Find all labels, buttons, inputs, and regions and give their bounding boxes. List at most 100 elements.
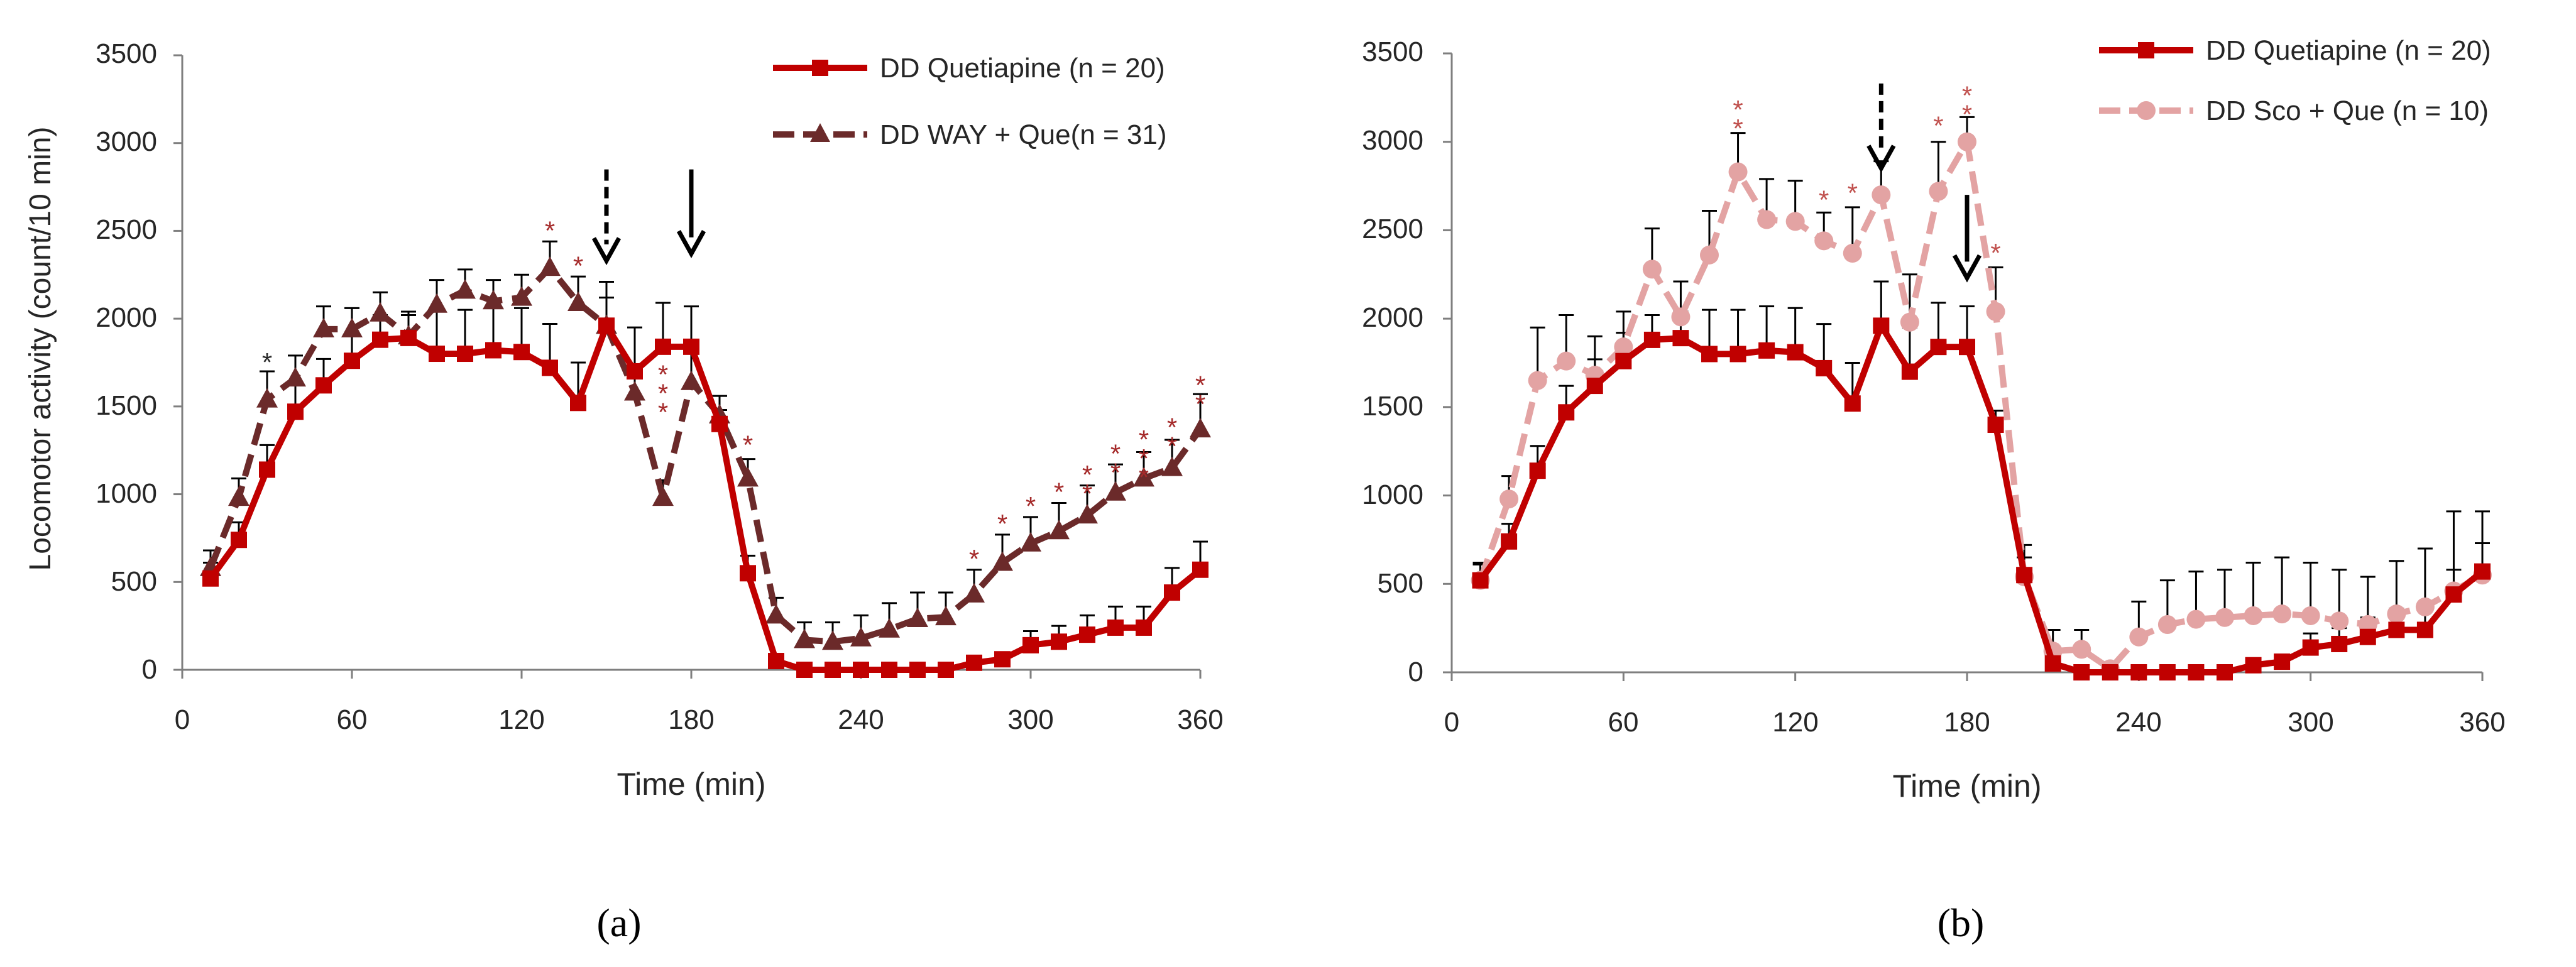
arrow-head (676, 230, 706, 258)
data-point (485, 342, 501, 359)
data-point (1758, 342, 1775, 359)
data-point (315, 377, 332, 394)
significance-stars: **** * ***** ** ** ** * ** ** * (262, 216, 1205, 574)
data-point (1930, 339, 1947, 356)
y-tick-label: 500 (111, 566, 157, 597)
x-axis-label: Time (min) (1892, 768, 2041, 804)
data-point (966, 654, 982, 671)
data-point (1700, 245, 1719, 265)
data-point (2244, 606, 2263, 625)
data-point (1558, 404, 1575, 421)
data-point (539, 256, 561, 276)
data-point (938, 662, 954, 678)
data-point (624, 381, 645, 401)
data-point (2272, 604, 2292, 624)
data-point (2157, 615, 2177, 635)
data-point (1958, 132, 1976, 151)
data-point (681, 370, 702, 390)
legend-entry: DD Quetiapine (n = 20) (773, 53, 1165, 84)
data-point (2215, 608, 2234, 627)
error-bars (203, 280, 1208, 670)
y-tick-labels: 0 500 1000 1500 2000 2500 3000 3500 (1362, 36, 1423, 687)
data-point (2186, 609, 2206, 629)
significance-star: * * (1962, 81, 1972, 129)
y-tick-label: 1000 (1362, 479, 1423, 510)
data-point (2301, 606, 2320, 625)
solid-arrow-down-icon (676, 169, 706, 258)
x-tick-label: 60 (1608, 707, 1639, 738)
x-tick-label: 180 (1944, 707, 1990, 738)
data-point (1501, 533, 1518, 550)
x-tick-label: 180 (668, 704, 714, 735)
y-tick-label: 2000 (96, 302, 157, 333)
data-point (2387, 604, 2406, 624)
data-point (1843, 244, 1862, 263)
significance-star: * * (1110, 439, 1121, 487)
x-tick-label: 300 (1007, 704, 1053, 735)
data-point (1816, 359, 1833, 376)
treatment-arrows (1866, 83, 1982, 283)
arrow-head (1866, 145, 1896, 173)
data-point (1586, 378, 1603, 395)
data-point (2016, 567, 2033, 584)
data-point (909, 662, 926, 678)
significance-star: * (743, 430, 753, 459)
data-point (907, 607, 928, 627)
data-point (429, 346, 445, 363)
data-point (1133, 467, 1154, 487)
data-point (1671, 307, 1691, 327)
x-tick-label: 300 (2288, 707, 2333, 738)
data-point (1164, 584, 1180, 601)
data-point (372, 331, 388, 348)
data-point (822, 630, 843, 650)
x-tick-label: 0 (1444, 707, 1459, 738)
series-markers (1472, 317, 2491, 680)
significance-star: * (573, 251, 583, 280)
series-markers (202, 317, 1209, 678)
data-point (2245, 657, 2262, 674)
y-tick-label: 1500 (96, 390, 157, 421)
series-line (1477, 138, 2484, 672)
panel-label: (a) (596, 900, 641, 945)
significance-star: * * (1733, 95, 1743, 143)
data-point (341, 317, 363, 337)
y-tick-labels: 0 500 1000 1500 2000 2500 3000 3500 (96, 38, 157, 685)
data-point (2129, 627, 2149, 647)
data-point (1729, 346, 1746, 363)
data-point (1873, 317, 1890, 334)
solid-arrow-down-icon (1952, 195, 1982, 283)
y-tick-label: 3000 (1362, 125, 1423, 156)
data-point (1557, 351, 1576, 371)
data-point (513, 344, 530, 361)
x-tick-label: 240 (838, 704, 884, 735)
x-tick-labels: 0 60 120 180 240 300 360 (175, 704, 1224, 735)
legend-entry: DD Sco + Que (n = 10) (2099, 96, 2489, 126)
data-point (228, 486, 249, 506)
plot-area: **** * ***** ** ** ** * ** ** * (173, 54, 1211, 679)
y-tick-label: 0 (142, 654, 157, 685)
y-tick-label: 2500 (1362, 214, 1423, 244)
x-axis-label: Time (min) (617, 767, 765, 802)
data-point (2415, 597, 2435, 616)
data-point (1529, 462, 1546, 479)
data-point (1472, 572, 1489, 589)
x-tick-label: 240 (2115, 707, 2161, 738)
significance-star: * * (1167, 412, 1177, 461)
data-point (1814, 231, 1834, 251)
data-point (853, 662, 869, 678)
data-point (256, 388, 278, 408)
series-line (207, 322, 1203, 673)
significance-star: * (1848, 178, 1858, 207)
data-point (1020, 532, 1041, 552)
data-point (825, 662, 841, 678)
data-point (2388, 621, 2405, 638)
data-point (992, 551, 1013, 571)
y-axis-label: Locomotor activity (count/10 min) (24, 127, 57, 571)
legend-marker-triangle-icon (810, 123, 830, 142)
data-point (1051, 633, 1067, 650)
significance-star: * * (1082, 460, 1092, 508)
data-point (1757, 210, 1777, 229)
data-point (344, 352, 360, 369)
y-tick-label: 1000 (96, 478, 157, 509)
data-point (483, 290, 504, 310)
